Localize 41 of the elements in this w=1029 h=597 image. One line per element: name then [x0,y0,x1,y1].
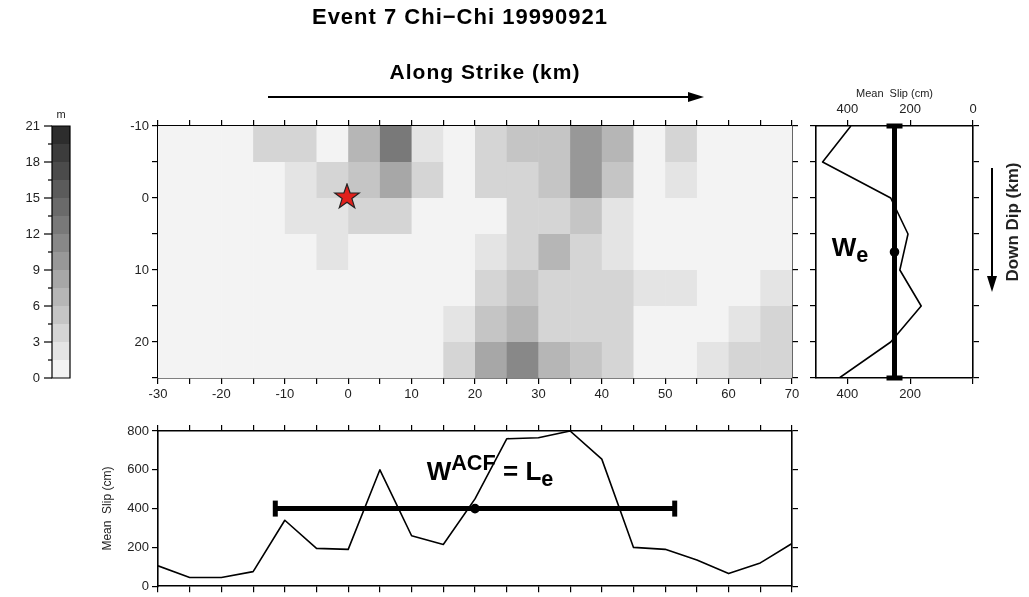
y-axis-title: Mean Slip (cm) [100,466,115,551]
color-bar-label: 18 [25,153,40,169]
y-tick-label: 600 [127,461,149,477]
x-axis-title: Along Strike (km) [388,60,582,84]
annotation: W$^{ACF}$ = L$_{e}$ [426,450,554,492]
y-tick-label: 10 [134,261,149,277]
x2-tick-label: 200 [899,100,922,116]
x-tick-label: 10 [404,386,419,402]
color-bar-title: m [56,107,66,120]
chart-title: Event 7 Chi−Chi 19990921 [310,4,610,30]
color-bar-label: 3 [32,333,40,349]
x-tick-label: 0 [344,386,352,402]
x-tick-label: 200 [899,386,922,402]
x-tick-label: 30 [531,386,546,402]
x-tick-label: 20 [467,386,483,402]
x2-tick-label: 0 [969,100,977,116]
x-tick-label: 400 [836,386,859,402]
y-tick-label: 800 [127,422,149,438]
x2-tick-label: 400 [836,100,859,116]
color-bar-label: 6 [32,297,40,313]
color-bar-label: 21 [25,117,40,133]
y-axis-title: Down Dip (km) [1002,162,1022,282]
x-tick-label: -20 [212,386,231,402]
x-tick-label: -30 [148,386,168,402]
x-tick-label: 70 [784,386,800,402]
color-bar-label: 12 [25,225,40,241]
x2-axis-title: Mean Slip (cm) [855,86,934,99]
y-tick-label: -10 [130,117,149,133]
y-tick-label: 0 [141,577,149,593]
color-bar-label: 0 [32,369,40,385]
color-bar-label: 9 [32,261,40,277]
y-tick-label: 200 [127,538,149,554]
x-tick-label: -10 [275,386,295,402]
annotation: W$_{e}$ [831,232,869,268]
x-tick-label: 50 [657,386,673,402]
y-tick-label: 400 [127,500,149,516]
y-tick-label: 20 [134,333,149,349]
color-bar-label: 15 [25,189,40,205]
x-tick-label: 60 [721,386,736,402]
y-tick-label: 0 [141,189,149,205]
x-tick-label: 40 [594,386,610,402]
